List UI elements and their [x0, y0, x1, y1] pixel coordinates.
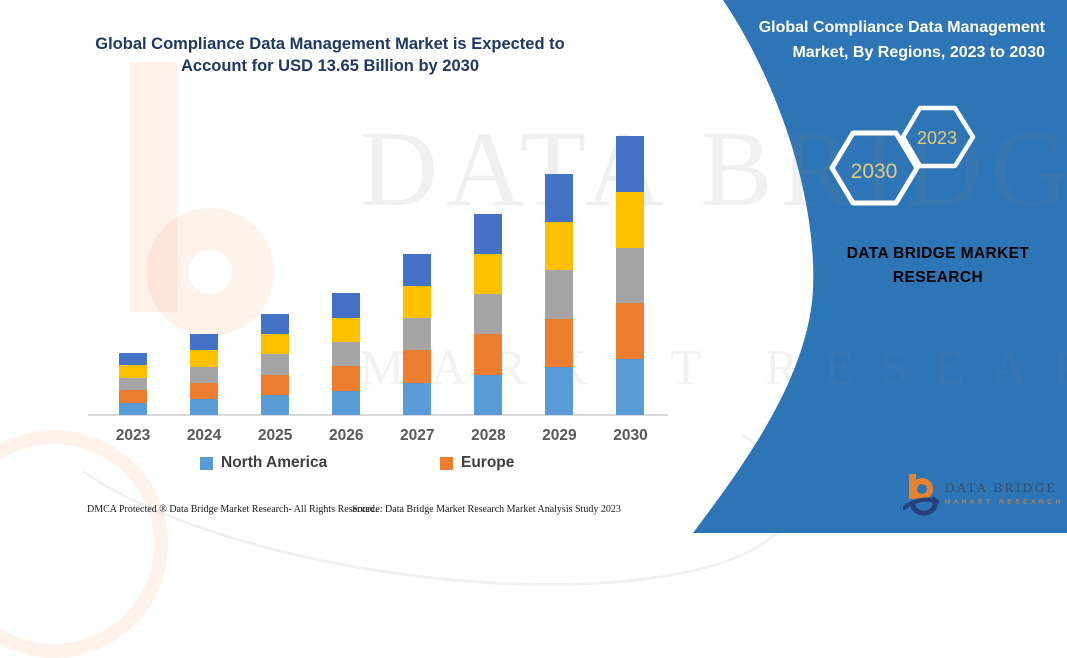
segment-unlabeled-gray-2026: [332, 342, 361, 367]
dbmr-logo-subtitle: MARKET RESEARCH: [945, 499, 1064, 506]
bar-2024: [190, 334, 219, 415]
segment-unlabeled-darkblue-2024: [190, 334, 219, 351]
segment-unlabeled-yellow-2030: [616, 191, 645, 248]
segment-unlabeled-gray-2027: [403, 318, 432, 351]
segment-europe-2026: [332, 366, 361, 391]
dbmr-logo: DATA BRIDGE MARKET RESEARCH: [903, 472, 1064, 516]
segment-north-america-2026: [332, 390, 361, 415]
segment-unlabeled-darkblue-2026: [332, 293, 361, 318]
legend-swatch-north-america: [200, 456, 213, 470]
segment-unlabeled-yellow-2028: [474, 253, 503, 295]
legend-item-north-america: North America: [200, 454, 327, 472]
dmca-notice: DMCA Protected ® Data Bridge Market Rese…: [87, 504, 378, 515]
segment-europe-2024: [190, 382, 219, 399]
segment-europe-2025: [261, 374, 290, 395]
x-axis-label-2026: 2026: [328, 427, 364, 444]
bar-2028: [474, 213, 503, 415]
segment-north-america-2030: [616, 359, 645, 415]
segment-unlabeled-gray-2023: [119, 377, 147, 391]
segment-unlabeled-gray-2025: [261, 354, 290, 375]
segment-unlabeled-yellow-2026: [332, 317, 361, 343]
segment-europe-2030: [616, 303, 645, 360]
segment-unlabeled-darkblue-2030: [616, 136, 645, 192]
segment-north-america-2023: [119, 402, 147, 415]
x-axis-label-2029: 2029: [542, 427, 577, 444]
x-axis-label-2025: 2025: [257, 427, 293, 444]
segment-unlabeled-darkblue-2027: [403, 253, 432, 286]
segment-unlabeled-yellow-2025: [261, 334, 290, 355]
segment-unlabeled-darkblue-2028: [474, 213, 503, 254]
segment-north-america-2025: [261, 394, 290, 415]
x-axis-label-2023: 2023: [115, 427, 151, 444]
segment-europe-2028: [474, 334, 503, 375]
segment-europe-2029: [545, 318, 574, 367]
x-axis-label-2027: 2027: [400, 427, 435, 444]
legend-label-europe: Europe: [461, 454, 515, 471]
dbmr-logo-text: DATA BRIDGE MARKET RESEARCH: [945, 472, 1064, 506]
segment-north-america-2029: [545, 366, 574, 415]
segment-unlabeled-darkblue-2025: [261, 313, 290, 335]
source-note: Source: Data Bridge Market Research Mark…: [352, 504, 621, 515]
x-axis-label-2028: 2028: [471, 427, 506, 444]
segment-unlabeled-yellow-2023: [119, 365, 147, 378]
segment-unlabeled-darkblue-2029: [545, 173, 574, 223]
segment-north-america-2028: [474, 374, 503, 415]
segment-north-america-2024: [190, 398, 219, 415]
segment-unlabeled-gray-2029: [545, 270, 574, 319]
segment-unlabeled-gray-2024: [190, 366, 219, 383]
bar-2023: [119, 352, 147, 415]
x-axis-label-2024: 2024: [186, 427, 222, 444]
side-panel-title: Global Compliance Data Management Market…: [758, 19, 1045, 61]
dbmr-logo-name: DATA BRIDGE: [945, 480, 1058, 495]
x-axis-line: [88, 414, 668, 416]
segment-unlabeled-yellow-2027: [403, 285, 432, 319]
bar-2027: [403, 253, 432, 415]
segment-unlabeled-darkblue-2023: [119, 352, 147, 366]
segment-europe-2027: [403, 350, 432, 383]
chart-title: Global Compliance Data Management Market…: [95, 35, 565, 75]
bar-2029: [545, 173, 574, 415]
segment-unlabeled-gray-2028: [474, 294, 503, 335]
legend-label-north-america: North America: [221, 454, 328, 471]
segment-unlabeled-yellow-2029: [545, 222, 574, 271]
segment-unlabeled-gray-2030: [616, 247, 645, 304]
legend-item-europe: Europe: [440, 454, 514, 472]
legend-swatch-europe: [440, 456, 453, 470]
x-axis-label-2030: 2030: [613, 427, 648, 444]
segment-europe-2023: [119, 390, 147, 403]
bar-2026: [332, 293, 361, 415]
stacked-bar-chart: 2023 2024 2025 2026 2027 2028 2029 2030 North Am…: [115, 136, 648, 472]
bar-2030: [616, 136, 645, 415]
dbmr-logo-icon: [903, 474, 939, 516]
segment-unlabeled-yellow-2024: [190, 350, 219, 367]
segment-north-america-2027: [403, 382, 432, 415]
bar-2025: [261, 313, 290, 415]
brand-text: DATA BRIDGE MARKET RESEARCH: [846, 245, 1030, 286]
